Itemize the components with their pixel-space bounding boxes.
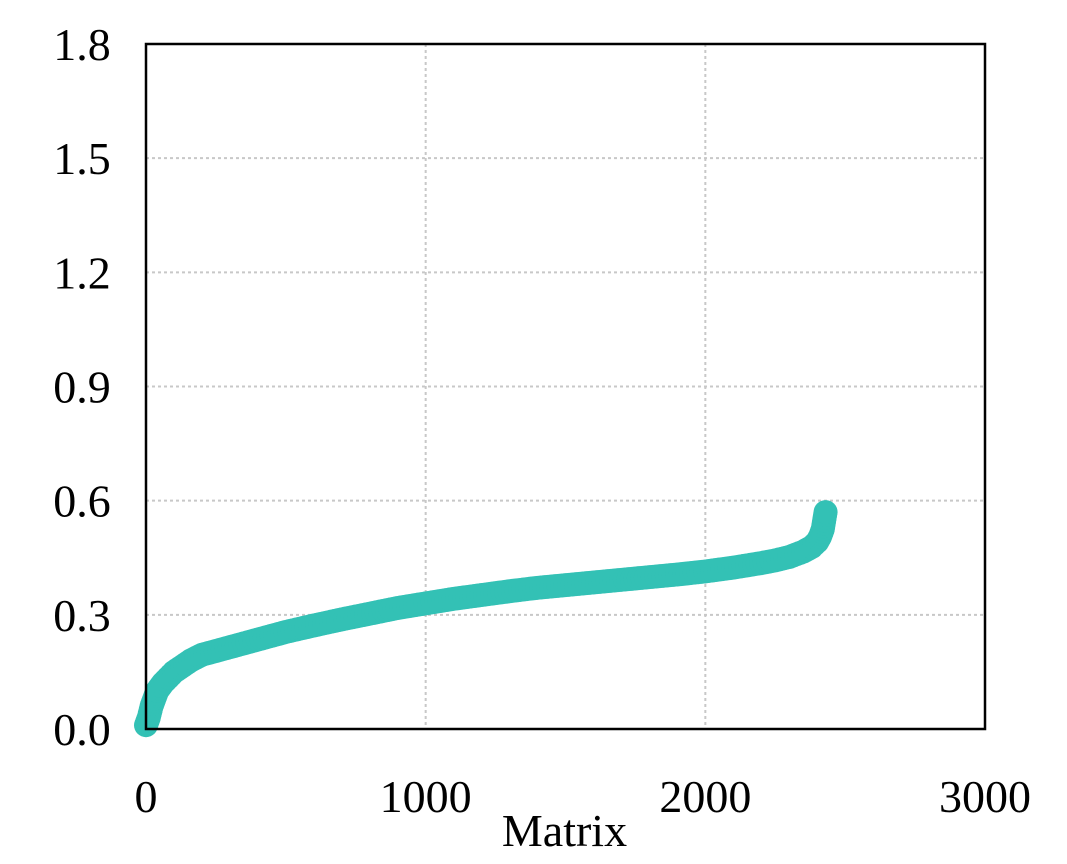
x-tick-label: 0 (135, 771, 158, 822)
plot-frame (144, 42, 987, 731)
y-tick-label: 0.9 (53, 362, 111, 413)
x-tick-label: 3000 (939, 771, 1031, 822)
y-tick-label: 1.2 (53, 247, 111, 298)
y-tick-label: 1.5 (53, 133, 111, 184)
y-axis-tick-labels: 0.0 0.3 0.6 0.9 1.2 1.5 1.8 (53, 19, 111, 755)
x-tick-label: 2000 (659, 771, 751, 822)
data-point (813, 500, 838, 525)
series-curve (134, 500, 838, 738)
y-tick-label: 0.3 (53, 590, 111, 641)
y-tick-label: 1.8 (53, 19, 111, 70)
y-tick-label: 0.6 (53, 476, 111, 527)
x-axis-tick-labels: 0 1000 2000 3000 (135, 771, 1032, 822)
y-tick-label: 0.0 (53, 704, 111, 755)
x-tick-label: 1000 (380, 771, 472, 822)
x-axis-title: Matrix (502, 805, 627, 856)
